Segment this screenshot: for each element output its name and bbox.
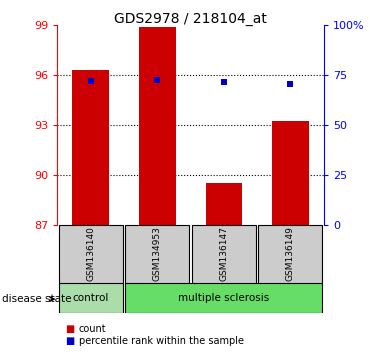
Text: multiple sclerosis: multiple sclerosis [178, 293, 269, 303]
Text: GSM136149: GSM136149 [286, 227, 295, 281]
FancyBboxPatch shape [59, 283, 122, 313]
Text: disease state: disease state [2, 294, 71, 304]
FancyBboxPatch shape [259, 225, 322, 283]
Text: count: count [79, 324, 107, 333]
FancyBboxPatch shape [192, 225, 256, 283]
Text: GSM136147: GSM136147 [219, 227, 228, 281]
Text: ■: ■ [65, 324, 74, 333]
Text: GSM136140: GSM136140 [86, 227, 95, 281]
Text: GSM134953: GSM134953 [153, 227, 162, 281]
Bar [206, 183, 242, 225]
Text: percentile rank within the sample: percentile rank within the sample [79, 336, 244, 346]
FancyBboxPatch shape [125, 283, 322, 313]
FancyBboxPatch shape [59, 225, 122, 283]
Text: ■: ■ [65, 336, 74, 346]
Bar [73, 70, 109, 225]
Text: control: control [73, 293, 109, 303]
Bar [139, 27, 176, 225]
Text: GDS2978 / 218104_at: GDS2978 / 218104_at [114, 12, 267, 27]
FancyBboxPatch shape [125, 225, 189, 283]
Bar [272, 121, 309, 225]
